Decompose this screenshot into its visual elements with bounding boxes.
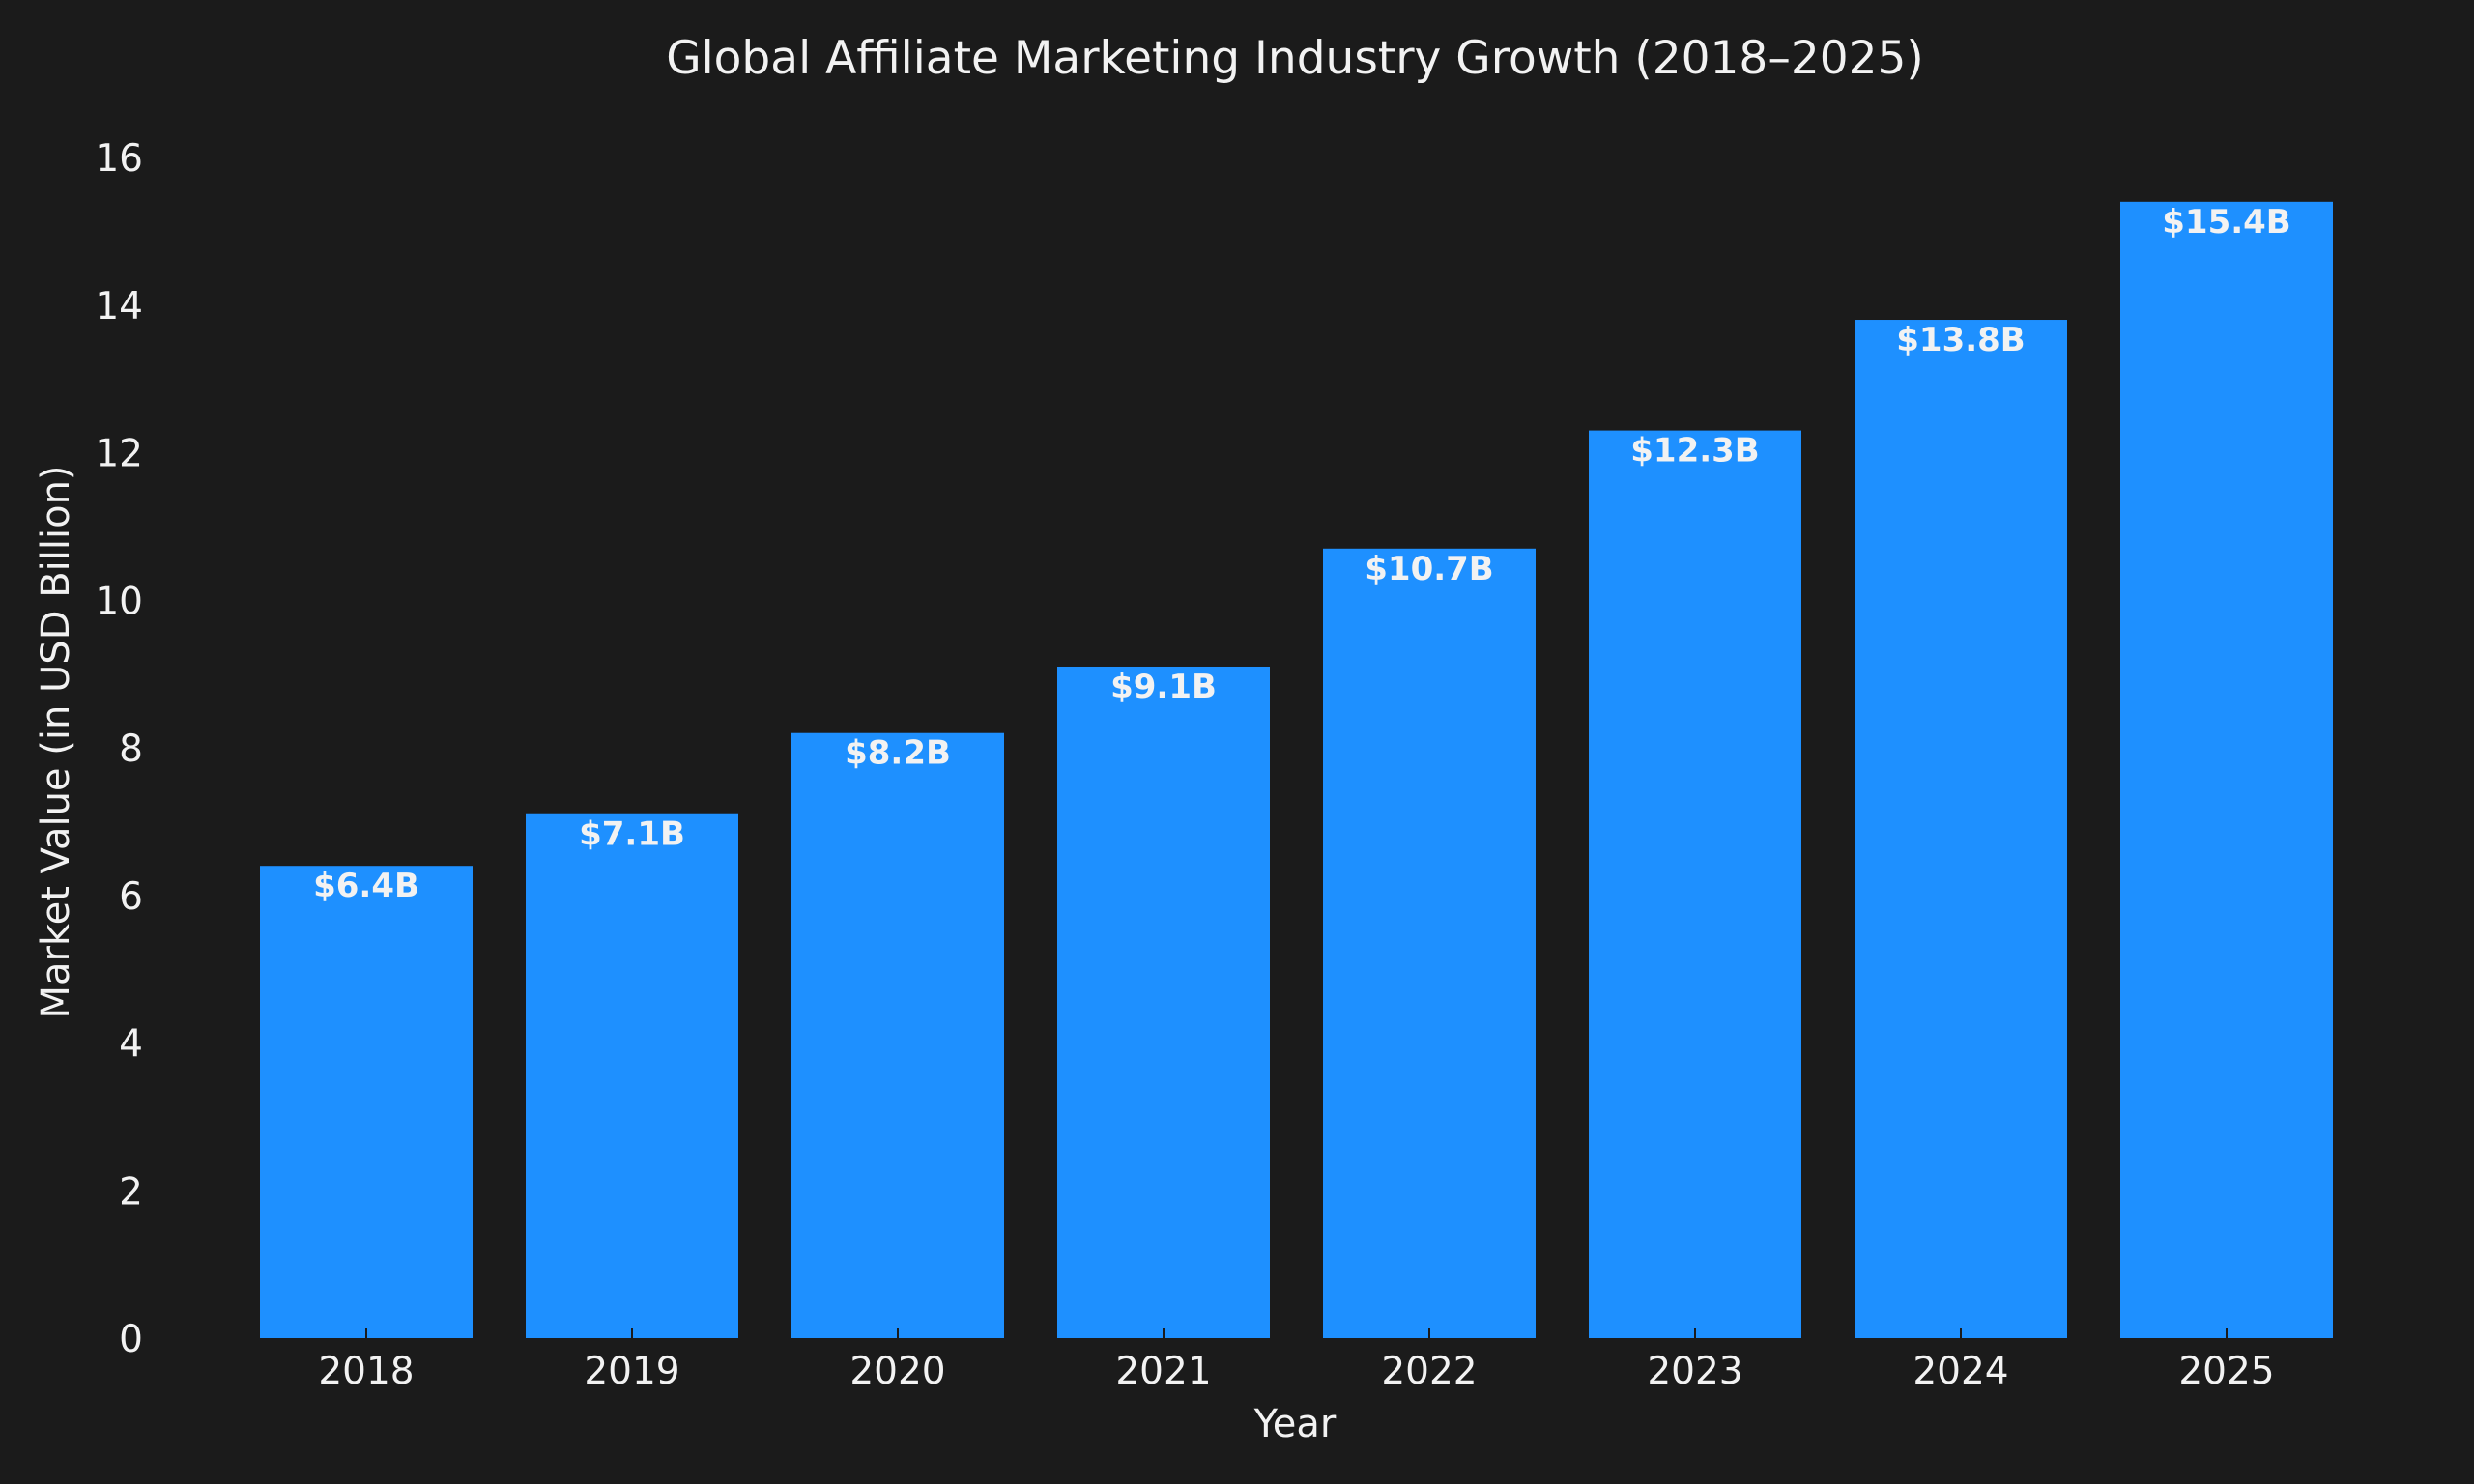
x-tick-label: 2020 (849, 1350, 945, 1393)
x-tick-label: 2024 (1913, 1350, 2008, 1393)
x-axis: 2018 2019 2020 2021 2022 2023 2024 2025 (318, 1328, 2275, 1393)
data-label: $9.1B (1110, 668, 1217, 706)
x-tick-label: 2018 (318, 1350, 414, 1393)
y-tick-label: 0 (119, 1318, 143, 1361)
data-label: $15.4B (2162, 203, 2290, 242)
bar-2021 (1057, 666, 1270, 1338)
x-axis-label: Year (1253, 1402, 1337, 1446)
y-axis-label: Market Value (in USD Billion) (34, 465, 78, 1018)
bar-2018 (260, 866, 473, 1338)
bar-2022 (1323, 548, 1536, 1338)
x-tick-label: 2025 (2178, 1350, 2274, 1393)
y-tick-label: 16 (95, 137, 143, 181)
x-tick-label: 2019 (584, 1350, 679, 1393)
y-tick-label: 12 (95, 433, 143, 476)
y-tick-label: 6 (119, 875, 143, 919)
bar-2019 (526, 813, 738, 1338)
data-label: $7.1B (579, 815, 685, 854)
data-label: $8.2B (845, 734, 951, 773)
bar-2020 (791, 732, 1004, 1338)
y-axis: 0 2 4 6 8 10 12 14 16 (95, 137, 143, 1361)
x-tick-label: 2023 (1647, 1350, 1742, 1393)
bar-2023 (1589, 430, 1801, 1338)
y-tick-label: 2 (119, 1170, 143, 1213)
bar-2025 (2120, 201, 2333, 1339)
bars: $6.4B $7.1B $8.2B $9.1B $10.7B $12.3B $13.8B $1… (260, 201, 2333, 1339)
data-label: $13.8B (1896, 321, 2025, 359)
data-label: $10.7B (1365, 550, 1493, 588)
bar-2024 (1855, 320, 2067, 1338)
data-label: $12.3B (1630, 432, 1759, 471)
y-tick-label: 8 (119, 728, 143, 771)
x-tick-label: 2021 (1115, 1350, 1211, 1393)
y-tick-label: 4 (119, 1023, 143, 1067)
chart-title: Global Affiliate Marketing Industry Grow… (666, 32, 1924, 85)
y-tick-label: 10 (95, 580, 143, 623)
x-tick-label: 2022 (1381, 1350, 1477, 1393)
y-tick-label: 14 (95, 285, 143, 328)
data-label: $6.4B (313, 867, 419, 905)
